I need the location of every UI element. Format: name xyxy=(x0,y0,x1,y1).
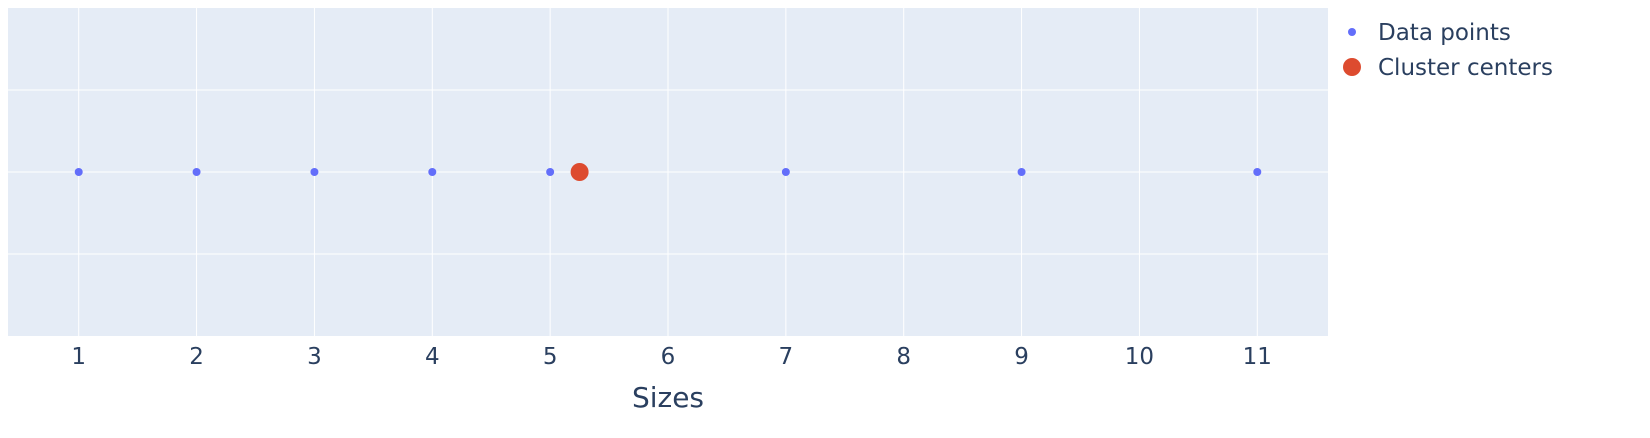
data-point xyxy=(781,168,790,176)
data-point xyxy=(192,168,201,176)
x-tick-label: 5 xyxy=(543,344,558,370)
legend: Data points Cluster centers xyxy=(1343,20,1553,81)
data-point xyxy=(74,168,83,176)
data-point xyxy=(1253,168,1262,176)
x-tick-label: 4 xyxy=(425,344,440,370)
legend-label: Data points xyxy=(1378,20,1511,46)
x-tick-label: 8 xyxy=(896,344,911,370)
data-point xyxy=(310,168,319,176)
legend-marker xyxy=(1348,28,1356,36)
x-tick-label: 7 xyxy=(779,344,794,370)
x-tick-label: 9 xyxy=(1014,344,1029,370)
data-point xyxy=(1017,168,1026,176)
x-tick-label: 1 xyxy=(71,344,86,370)
x-tick-label: 10 xyxy=(1125,344,1154,370)
data-point xyxy=(428,168,437,176)
cluster-center-point xyxy=(570,163,589,181)
x-tick-labels: 1 2 3 4 5 6 7 8 9 10 11 xyxy=(71,344,1272,370)
x-tick-label: 11 xyxy=(1243,344,1272,370)
x-tick-label: 6 xyxy=(661,344,676,370)
data-point xyxy=(546,168,555,176)
x-tick-label: 3 xyxy=(307,344,322,370)
x-axis-title: Sizes xyxy=(632,381,704,414)
legend-label: Cluster centers xyxy=(1378,55,1553,81)
x-tick-label: 2 xyxy=(189,344,204,370)
legend-marker xyxy=(1343,58,1361,76)
data-markers xyxy=(74,163,1262,181)
